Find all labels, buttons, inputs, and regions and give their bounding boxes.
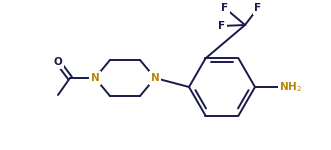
Text: N: N: [91, 73, 99, 83]
Text: NH$_2$: NH$_2$: [279, 80, 302, 94]
Text: N: N: [151, 73, 159, 83]
Text: F: F: [221, 3, 229, 13]
Text: O: O: [54, 57, 62, 67]
Text: F: F: [218, 21, 225, 31]
Text: F: F: [255, 3, 261, 13]
